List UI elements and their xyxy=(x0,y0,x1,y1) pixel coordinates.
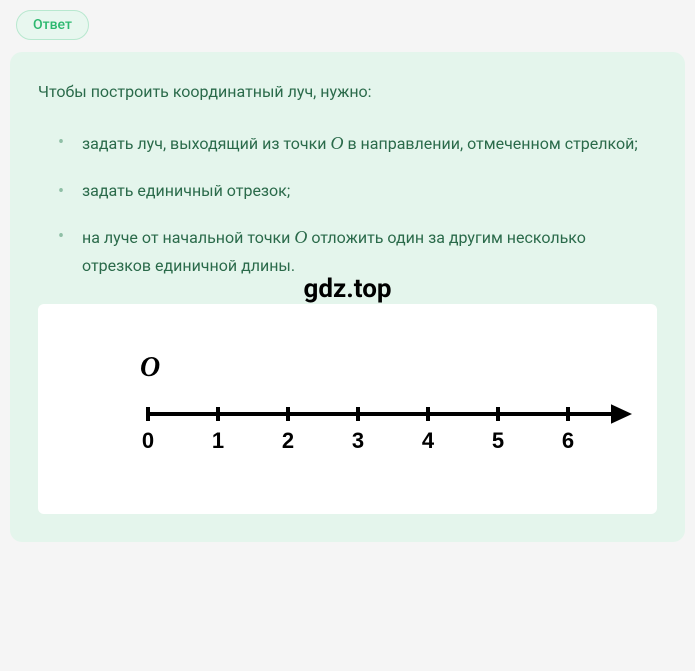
page-wrapper: Ответ Чтобы построить координатный луч, … xyxy=(10,10,685,542)
answer-panel: Чтобы построить координатный луч, нужно:… xyxy=(10,52,685,542)
number-line-container: O 0 1 2 3 4 5 6 xyxy=(78,344,617,464)
answer-badge: Ответ xyxy=(16,10,89,40)
answer-badge-label: Ответ xyxy=(33,17,72,33)
svg-text:0: 0 xyxy=(142,428,154,453)
list-item: задать луч, выходящий из точки O в напра… xyxy=(58,128,657,159)
figure-box: O 0 1 2 3 4 5 6 xyxy=(38,304,657,514)
intro-text: Чтобы построить координатный луч, нужно: xyxy=(38,80,657,104)
svg-text:5: 5 xyxy=(492,428,504,453)
svg-text:6: 6 xyxy=(562,428,574,453)
bullet-list: задать луч, выходящий из точки O в напра… xyxy=(38,128,657,280)
item1-prefix: задать луч, выходящий из точки xyxy=(82,134,330,153)
item1-var: O xyxy=(330,133,343,153)
item1-suffix: в направлении, отмеченном стрелкой; xyxy=(343,134,637,153)
svg-text:1: 1 xyxy=(212,428,224,453)
list-item: задать единичный отрезок; xyxy=(58,177,657,204)
number-line-svg: 0 1 2 3 4 5 6 xyxy=(128,394,648,474)
list-item: на луче от начальной точки O отложить од… xyxy=(58,222,657,280)
origin-label: O xyxy=(140,352,160,384)
svg-text:2: 2 xyxy=(282,428,294,453)
svg-text:3: 3 xyxy=(352,428,364,453)
item2-text: задать единичный отрезок; xyxy=(82,181,290,200)
svg-text:4: 4 xyxy=(422,428,435,453)
item3-prefix: на луче от начальной точки xyxy=(82,228,294,247)
item3-var: O xyxy=(294,227,307,247)
